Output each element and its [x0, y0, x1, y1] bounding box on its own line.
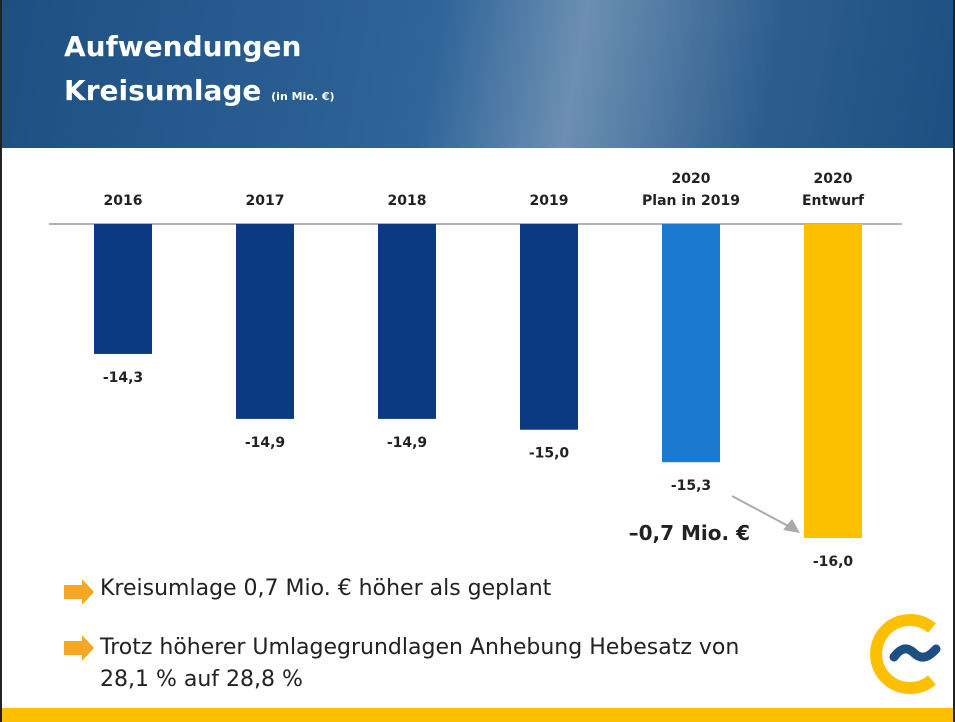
bar: [236, 224, 294, 419]
bullet: Kreisumlage 0,7 Mio. € höher als geplant: [100, 576, 552, 601]
x-tick-label: 2019: [529, 193, 569, 209]
x-tick-label: 2018: [387, 193, 427, 209]
bar: [662, 224, 720, 463]
bullet: Trotz höherer Umlagegrundlagen Anhebung …: [100, 635, 740, 692]
bar: [804, 224, 862, 538]
title: Aufwendungen: [64, 30, 302, 63]
value-label: -14,3: [103, 370, 143, 386]
value-label: -15,3: [671, 478, 711, 494]
title: Kreisumlage: [64, 74, 262, 107]
bar: [94, 224, 152, 354]
bullet-arrow: [64, 579, 94, 605]
title: Kreisumlage (in Mio. €): [64, 74, 335, 107]
bar: [378, 224, 436, 419]
value-label: -15,0: [529, 446, 570, 462]
logo: [870, 614, 941, 694]
bar: [520, 224, 578, 430]
footer-band: [2, 708, 953, 722]
x-tick-label: 2020 Plan in 2019: [642, 171, 740, 209]
x-tick-label: 2016: [103, 193, 143, 209]
value-label: -16,0: [813, 554, 854, 570]
arrow: [731, 495, 793, 529]
x-tick-label: 2020 Entwurf: [801, 171, 865, 209]
unit: (in Mio. €): [271, 90, 335, 103]
header: Aufwendungen Kreisumlage (in Mio. €): [2, 0, 953, 148]
annotation: –0,7 Mio. €: [629, 521, 750, 545]
arrow-head: [783, 519, 800, 533]
value-label: -14,9: [387, 435, 427, 451]
x-tick-label: 2017: [245, 193, 285, 209]
value-label: -14,9: [245, 435, 285, 451]
bullet-arrow: [64, 635, 94, 661]
